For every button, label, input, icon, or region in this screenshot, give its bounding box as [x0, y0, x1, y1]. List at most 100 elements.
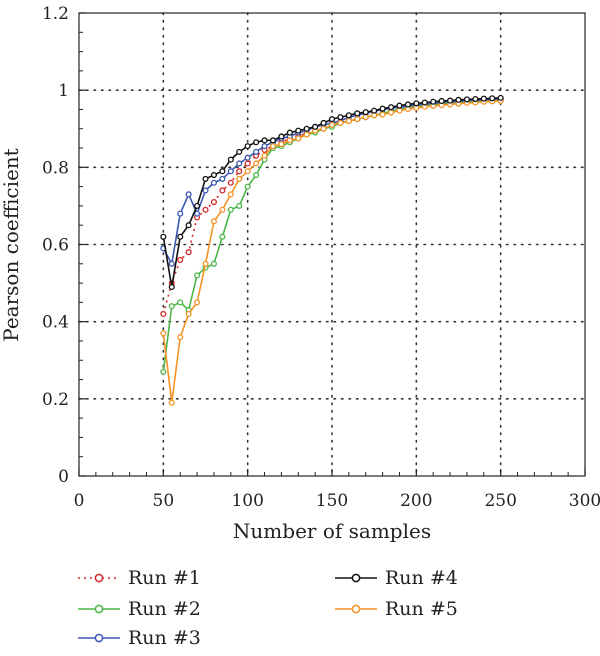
- x-tick-label: 150: [316, 491, 348, 511]
- legend: Run #1 Run #2 Run #3 Run #4 Run #5: [78, 567, 458, 649]
- data-point: [236, 168, 243, 175]
- data-point: [480, 95, 487, 102]
- data-point: [253, 160, 260, 167]
- data-point: [278, 141, 285, 148]
- data-point: [303, 131, 310, 138]
- x-tick-label: 200: [400, 491, 432, 511]
- legend-swatch-marker: [94, 573, 104, 583]
- series-run-2: [160, 96, 504, 375]
- data-point: [489, 95, 496, 102]
- data-point: [227, 168, 234, 175]
- data-point: [244, 160, 251, 167]
- data-point: [210, 199, 217, 206]
- data-point: [202, 260, 209, 267]
- data-point: [497, 94, 504, 101]
- data-point: [286, 129, 293, 136]
- data-point: [345, 117, 352, 125]
- legend-item-run-4: Run #4: [335, 567, 458, 589]
- data-point: [379, 105, 386, 112]
- x-tick-label: 300: [569, 491, 600, 511]
- x-axis-title: Number of samples: [233, 519, 431, 543]
- data-point: [185, 310, 192, 318]
- data-point: [396, 102, 403, 109]
- data-point: [261, 143, 268, 150]
- data-point: [227, 191, 234, 198]
- legend-swatch-marker: [94, 604, 104, 614]
- data-point: [219, 175, 226, 182]
- y-tick-label: 0.8: [42, 158, 69, 178]
- grid-lines: [78, 12, 586, 477]
- legend-label: Run #5: [385, 598, 458, 620]
- legend-label: Run #3: [128, 627, 201, 649]
- data-point: [413, 100, 420, 107]
- data-point: [320, 119, 327, 127]
- data-point: [177, 233, 184, 240]
- data-point: [286, 137, 293, 144]
- y-axis-title: Pearson coefficient: [0, 148, 23, 341]
- data-point: [244, 183, 251, 190]
- data-point: [168, 283, 175, 290]
- data-point: [236, 148, 243, 155]
- data-point: [362, 109, 369, 116]
- data-point: [472, 95, 479, 103]
- x-tick-label: 100: [231, 491, 263, 511]
- data-point: [185, 222, 192, 229]
- data-point: [295, 135, 302, 142]
- data-point: [236, 202, 243, 209]
- data-point: [404, 101, 411, 108]
- data-point: [337, 114, 344, 121]
- data-point: [312, 123, 319, 130]
- x-tick-label: 50: [153, 491, 175, 511]
- data-point: [269, 137, 277, 144]
- data-point: [185, 191, 192, 198]
- legend-label: Run #2: [128, 598, 201, 620]
- data-point: [261, 152, 268, 159]
- series-layer: [160, 94, 504, 406]
- data-point: [253, 172, 260, 179]
- data-point: [219, 187, 226, 194]
- data-point: [253, 148, 260, 155]
- data-point: [210, 260, 217, 267]
- data-point: [463, 96, 470, 103]
- data-point: [328, 116, 336, 123]
- data-point: [202, 206, 209, 213]
- data-point: [236, 175, 243, 182]
- series-line-run-1: [162, 99, 501, 315]
- x-tick-label: 250: [484, 491, 516, 511]
- legend-label: Run #4: [385, 567, 458, 589]
- legend-item-run-1: Run #1: [78, 567, 201, 589]
- data-point: [168, 303, 175, 310]
- data-point: [354, 110, 361, 117]
- legend-swatch-marker: [94, 633, 104, 643]
- data-point: [295, 127, 302, 134]
- legend-item-run-3: Run #3: [78, 627, 201, 649]
- data-point: [253, 139, 260, 146]
- y-tick-label: 0: [58, 467, 69, 487]
- y-tick-label: 0.2: [42, 390, 69, 410]
- data-point: [278, 133, 285, 140]
- axes: 0 50 100 150 200 250 300 0 0.2 0.4 0.6 0.8 1 1.2: [42, 4, 600, 511]
- data-point: [210, 172, 217, 179]
- data-point: [303, 125, 310, 132]
- data-point: [337, 119, 344, 127]
- data-point: [387, 104, 395, 111]
- data-point: [160, 330, 167, 337]
- data-point: [177, 334, 184, 341]
- data-point: [194, 210, 201, 217]
- legend-swatch-marker: [351, 604, 361, 614]
- y-tick-label: 1.2: [42, 4, 69, 24]
- data-point: [160, 233, 167, 240]
- data-point: [421, 99, 428, 106]
- legend-item-run-2: Run #2: [78, 598, 201, 620]
- data-point: [447, 97, 454, 104]
- legend-swatch-marker: [351, 573, 361, 583]
- data-point: [455, 96, 462, 103]
- data-point: [244, 154, 251, 161]
- data-point: [177, 256, 184, 263]
- y-tick-label: 0.4: [42, 313, 69, 333]
- series-run-4: [160, 94, 504, 290]
- data-point: [371, 107, 378, 114]
- data-point: [244, 143, 251, 150]
- data-point: [194, 272, 201, 279]
